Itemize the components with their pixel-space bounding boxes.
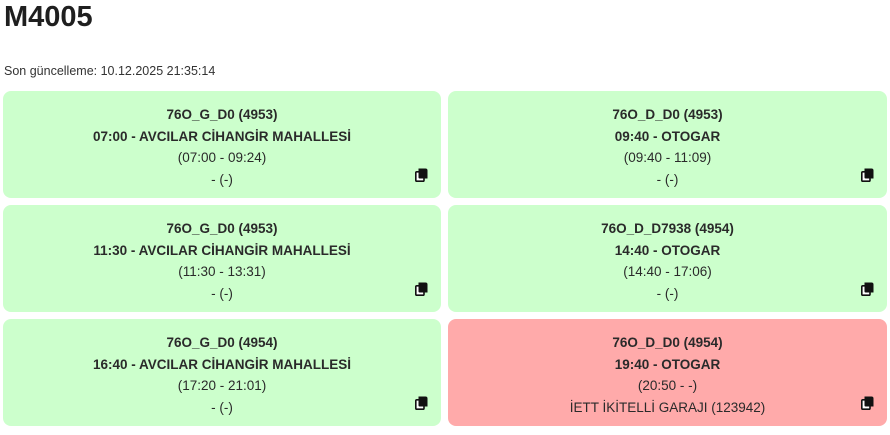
trip-departure: 09:40 - OTOGAR	[614, 128, 721, 144]
trip-card: 76O_G_D0 (4953) 11:30 - AVCILAR CİHANGİR…	[3, 205, 441, 312]
trip-location: - (-)	[656, 171, 679, 187]
copy-icon[interactable]	[415, 282, 428, 296]
trip-card: 76O_G_D0 (4954) 16:40 - AVCILAR CİHANGİR…	[3, 319, 441, 426]
trip-card: 76O_G_D0 (4953) 07:00 - AVCILAR CİHANGİR…	[3, 91, 441, 198]
trip-location: - (-)	[211, 171, 233, 187]
trip-card-grid: 76O_G_D0 (4953) 07:00 - AVCILAR CİHANGİR…	[3, 91, 888, 426]
trip-location: - (-)	[211, 399, 233, 415]
trip-location: İETT İKİTELLİ GARAJI (123942)	[569, 399, 766, 415]
trip-times: (20:50 - -)	[637, 378, 698, 393]
trip-times: (09:40 - 11:09)	[623, 150, 712, 165]
copy-icon[interactable]	[861, 168, 874, 182]
trip-route: 76O_G_D0 (4953)	[166, 107, 278, 122]
copy-icon[interactable]	[415, 168, 428, 182]
trip-card: 76O_D_D0 (4953) 09:40 - OTOGAR (09:40 - …	[448, 91, 887, 198]
trip-location: - (-)	[211, 285, 233, 301]
page-title: M4005	[4, 1, 93, 33]
copy-icon[interactable]	[861, 282, 874, 296]
trip-route: 76O_G_D0 (4954)	[166, 335, 278, 350]
trip-departure: 19:40 - OTOGAR	[614, 356, 721, 372]
trip-card: 76O_D_D0 (4954) 19:40 - OTOGAR (20:50 - …	[448, 319, 887, 426]
trip-route: 76O_D_D0 (4953)	[612, 107, 723, 122]
trip-departure: 11:30 - AVCILAR CİHANGİR MAHALLESİ	[93, 242, 351, 258]
copy-icon[interactable]	[861, 396, 874, 410]
trip-route: 76O_D_D7938 (4954)	[601, 221, 734, 236]
trip-route: 76O_D_D0 (4954)	[612, 335, 723, 350]
trip-times: (17:20 - 21:01)	[177, 378, 267, 393]
trip-location: - (-)	[656, 285, 679, 301]
trip-departure: 14:40 - OTOGAR	[614, 242, 721, 258]
trip-card: 76O_D_D7938 (4954) 14:40 - OTOGAR (14:40…	[448, 205, 887, 312]
copy-icon[interactable]	[415, 396, 428, 410]
trip-departure: 07:00 - AVCILAR CİHANGİR MAHALLESİ	[92, 128, 352, 144]
trip-times: (07:00 - 09:24)	[177, 150, 267, 165]
trip-times: (11:30 - 13:31)	[178, 264, 266, 279]
trip-times: (14:40 - 17:06)	[623, 264, 712, 279]
last-update-text: Son güncelleme: 10.12.2025 21:35:14	[4, 64, 216, 78]
trip-departure: 16:40 - AVCILAR CİHANGİR MAHALLESİ	[92, 356, 352, 372]
trip-route: 76O_G_D0 (4953)	[166, 221, 278, 236]
